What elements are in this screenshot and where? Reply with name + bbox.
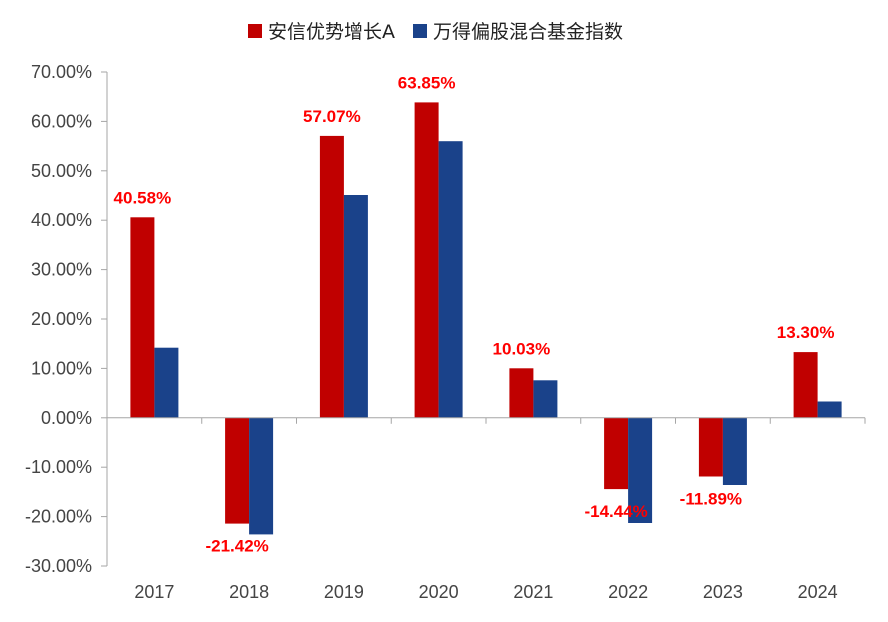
x-tick-label: 2020 <box>419 582 459 602</box>
bar-wind-index-2018 <box>249 417 274 535</box>
data-label: 63.85% <box>398 73 456 92</box>
legend-item-anxin: 安信优势增长A <box>248 21 395 43</box>
y-tick-label: -10.00% <box>25 457 92 477</box>
data-labels: 40.58% -21.42% 57.07% 63.85% 10.03% -14.44% -1… <box>114 73 835 555</box>
bar-wind-index-2019 <box>343 195 368 418</box>
data-label: 10.03% <box>493 339 551 358</box>
y-tick-label: 0.00% <box>41 408 92 428</box>
bar-anxin-2017 <box>130 217 155 418</box>
legend-swatch <box>248 24 262 38</box>
data-label: -21.42% <box>205 537 268 556</box>
x-tick-label: 2018 <box>229 582 269 602</box>
bars <box>130 102 842 535</box>
data-label: 57.07% <box>303 107 361 126</box>
y-tick-label: 70.00% <box>31 62 92 82</box>
bar-wind-index-2024 <box>817 401 842 418</box>
data-label: -11.89% <box>680 490 742 509</box>
bar-anxin-2024 <box>793 352 818 418</box>
x-tick-label: 2022 <box>608 582 648 602</box>
y-tick-label: 30.00% <box>31 260 92 280</box>
legend-swatch <box>413 24 427 38</box>
bar-anxin-2018 <box>225 417 250 524</box>
legend-label: 万得偏股混合基金指数 <box>433 21 623 43</box>
y-tick-label: -30.00% <box>25 556 92 576</box>
y-tick-label: -20.00% <box>25 507 92 527</box>
y-tick-label: 60.00% <box>31 111 92 131</box>
bar-anxin-2023 <box>698 417 723 477</box>
bar-wind-index-2021 <box>533 380 558 418</box>
data-label: 40.58% <box>114 188 172 207</box>
bar-wind-index-2022 <box>628 417 653 523</box>
legend: 安信优势增长A 万得偏股混合基金指数 <box>248 21 623 43</box>
y-axis: 70.00% 60.00% 50.00% 40.00% 30.00% 20.00% 10.0… <box>25 62 108 576</box>
y-tick-label: 40.00% <box>31 210 92 230</box>
bar-wind-index-2017 <box>154 347 179 418</box>
x-tick-label: 2019 <box>324 582 364 602</box>
x-axis: 2017 2018 2019 2020 2021 2022 2023 2024 <box>107 417 866 602</box>
legend-label: 安信优势增长A <box>268 21 395 43</box>
bar-anxin-2020 <box>414 102 439 418</box>
y-tick-label: 20.00% <box>31 309 92 329</box>
legend-item-wind-index: 万得偏股混合基金指数 <box>413 21 623 43</box>
x-tick-label: 2021 <box>513 582 553 602</box>
bar-anxin-2022 <box>604 417 629 490</box>
y-tick-label: 50.00% <box>31 161 92 181</box>
x-tick-label: 2024 <box>798 582 838 602</box>
x-tick-label: 2023 <box>703 582 743 602</box>
data-label: 13.30% <box>777 323 835 342</box>
data-label: -14.44% <box>584 502 647 521</box>
x-tick-label: 2017 <box>134 582 174 602</box>
bar-wind-index-2023 <box>722 417 747 485</box>
bar-wind-index-2020 <box>438 141 463 418</box>
bar-anxin-2021 <box>509 368 534 418</box>
bar-anxin-2019 <box>319 135 344 418</box>
y-tick-label: 10.00% <box>31 358 92 378</box>
